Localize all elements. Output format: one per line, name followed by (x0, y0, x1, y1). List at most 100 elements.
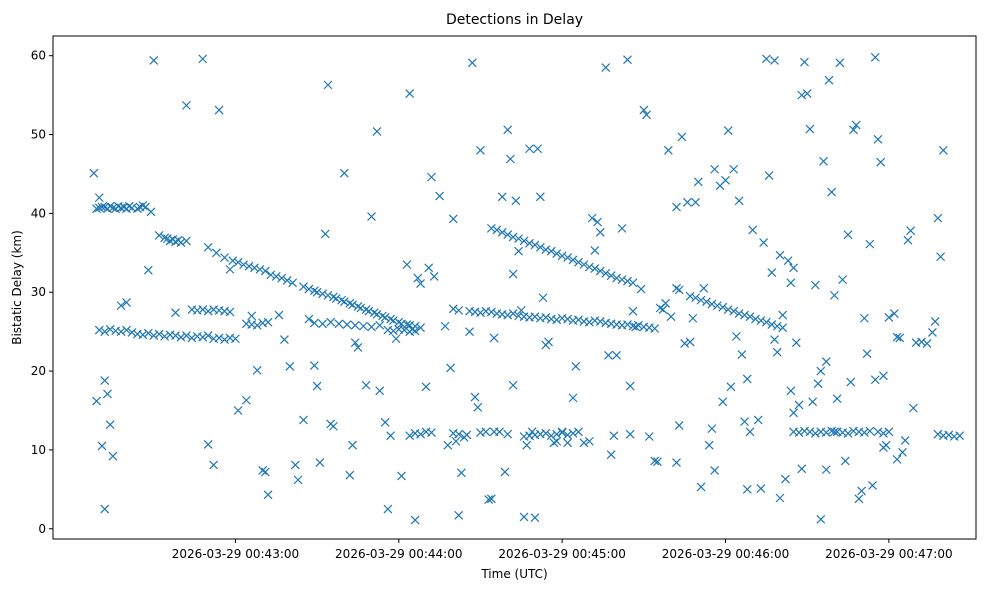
detection-marker (315, 458, 325, 467)
detection-marker (203, 331, 213, 341)
detection-marker (122, 325, 131, 335)
detection-marker (225, 307, 235, 317)
detection-marker (691, 197, 700, 207)
detection-marker (508, 380, 518, 390)
detection-marker (546, 246, 556, 256)
detection-marker (138, 201, 148, 210)
detection-marker (702, 297, 711, 307)
detection-marker (495, 427, 504, 437)
detection-marker (105, 324, 115, 334)
detection-marker (220, 253, 229, 262)
detection-marker (579, 438, 589, 448)
detection-marker (571, 361, 581, 371)
detection-marker (388, 326, 398, 336)
detection-marker (476, 308, 485, 318)
detection-marker (108, 203, 118, 213)
detection-marker (500, 467, 510, 477)
detection-marker (337, 295, 347, 305)
detection-marker (552, 436, 562, 446)
detection-marker (369, 308, 379, 318)
detection-marker (568, 255, 578, 265)
detection-marker (859, 428, 869, 437)
detection-marker (772, 347, 782, 357)
detection-marker (859, 313, 869, 323)
y-tick-label: 30 (31, 285, 46, 299)
detection-marker (928, 328, 937, 337)
detection-marker (514, 234, 524, 244)
detection-marker (304, 314, 314, 324)
detection-marker (854, 494, 864, 504)
detection-marker (748, 225, 758, 235)
detection-marker (312, 287, 322, 297)
detection-marker (258, 465, 268, 475)
detection-marker (617, 223, 627, 233)
detection-marker (756, 484, 766, 493)
detection-marker (726, 382, 736, 392)
detection-marker (364, 306, 374, 316)
detection-marker (933, 429, 943, 439)
detection-marker (486, 223, 496, 233)
detection-marker (100, 504, 110, 514)
detection-marker (775, 250, 785, 260)
detection-marker (132, 204, 142, 214)
detection-marker (372, 126, 382, 136)
detection-marker (840, 456, 850, 466)
detection-marker (239, 260, 249, 270)
detection-marker (397, 471, 406, 481)
detection-marker (552, 315, 562, 325)
detection-marker (557, 251, 567, 261)
detection-marker (810, 280, 820, 290)
detection-marker (734, 196, 744, 206)
detection-marker (674, 421, 684, 430)
detection-marker (339, 168, 349, 178)
y-tick-label: 60 (31, 49, 46, 63)
detection-marker (143, 265, 153, 275)
detection-marker (361, 305, 371, 314)
detection-marker (427, 428, 436, 437)
detection-marker (519, 512, 529, 522)
detection-marker (802, 89, 812, 98)
detection-marker (367, 212, 376, 221)
detection-marker (800, 57, 809, 67)
detection-marker (94, 325, 104, 335)
detection-marker (710, 465, 720, 475)
detection-marker (503, 429, 513, 439)
detection-marker (467, 58, 477, 68)
detection-marker (895, 333, 905, 343)
detection-marker (653, 457, 662, 467)
detection-marker (160, 331, 170, 341)
detection-marker (527, 427, 537, 437)
detection-marker (884, 427, 894, 437)
detection-marker (541, 428, 551, 438)
detection-marker (176, 332, 186, 342)
detection-marker (522, 440, 532, 450)
detection-marker (805, 124, 815, 134)
detection-marker (350, 320, 360, 330)
detection-marker (473, 402, 483, 412)
detection-marker (329, 292, 338, 302)
detection-marker (299, 282, 308, 292)
detection-marker (563, 430, 573, 440)
detection-marker (574, 257, 583, 267)
detection-marker (721, 175, 730, 185)
detection-marker (682, 197, 692, 207)
detection-marker (780, 474, 790, 484)
y-axis-title: Bistatic Delay (km) (10, 230, 24, 345)
detection-marker (756, 316, 766, 326)
detection-marker (198, 54, 208, 64)
detection-marker (100, 327, 110, 337)
detection-marker (593, 217, 602, 227)
detection-marker (568, 428, 578, 438)
detection-marker (484, 495, 494, 505)
detection-marker (97, 202, 107, 212)
detection-marker (203, 242, 213, 252)
detection-marker (535, 242, 545, 252)
detection-marker (250, 263, 259, 273)
detection-marker (309, 361, 319, 370)
detection-marker (604, 350, 613, 360)
detection-marker (876, 157, 886, 167)
detection-marker (350, 338, 360, 348)
detection-marker (707, 424, 717, 434)
detection-marker (525, 144, 534, 154)
detection-marker (508, 232, 518, 242)
